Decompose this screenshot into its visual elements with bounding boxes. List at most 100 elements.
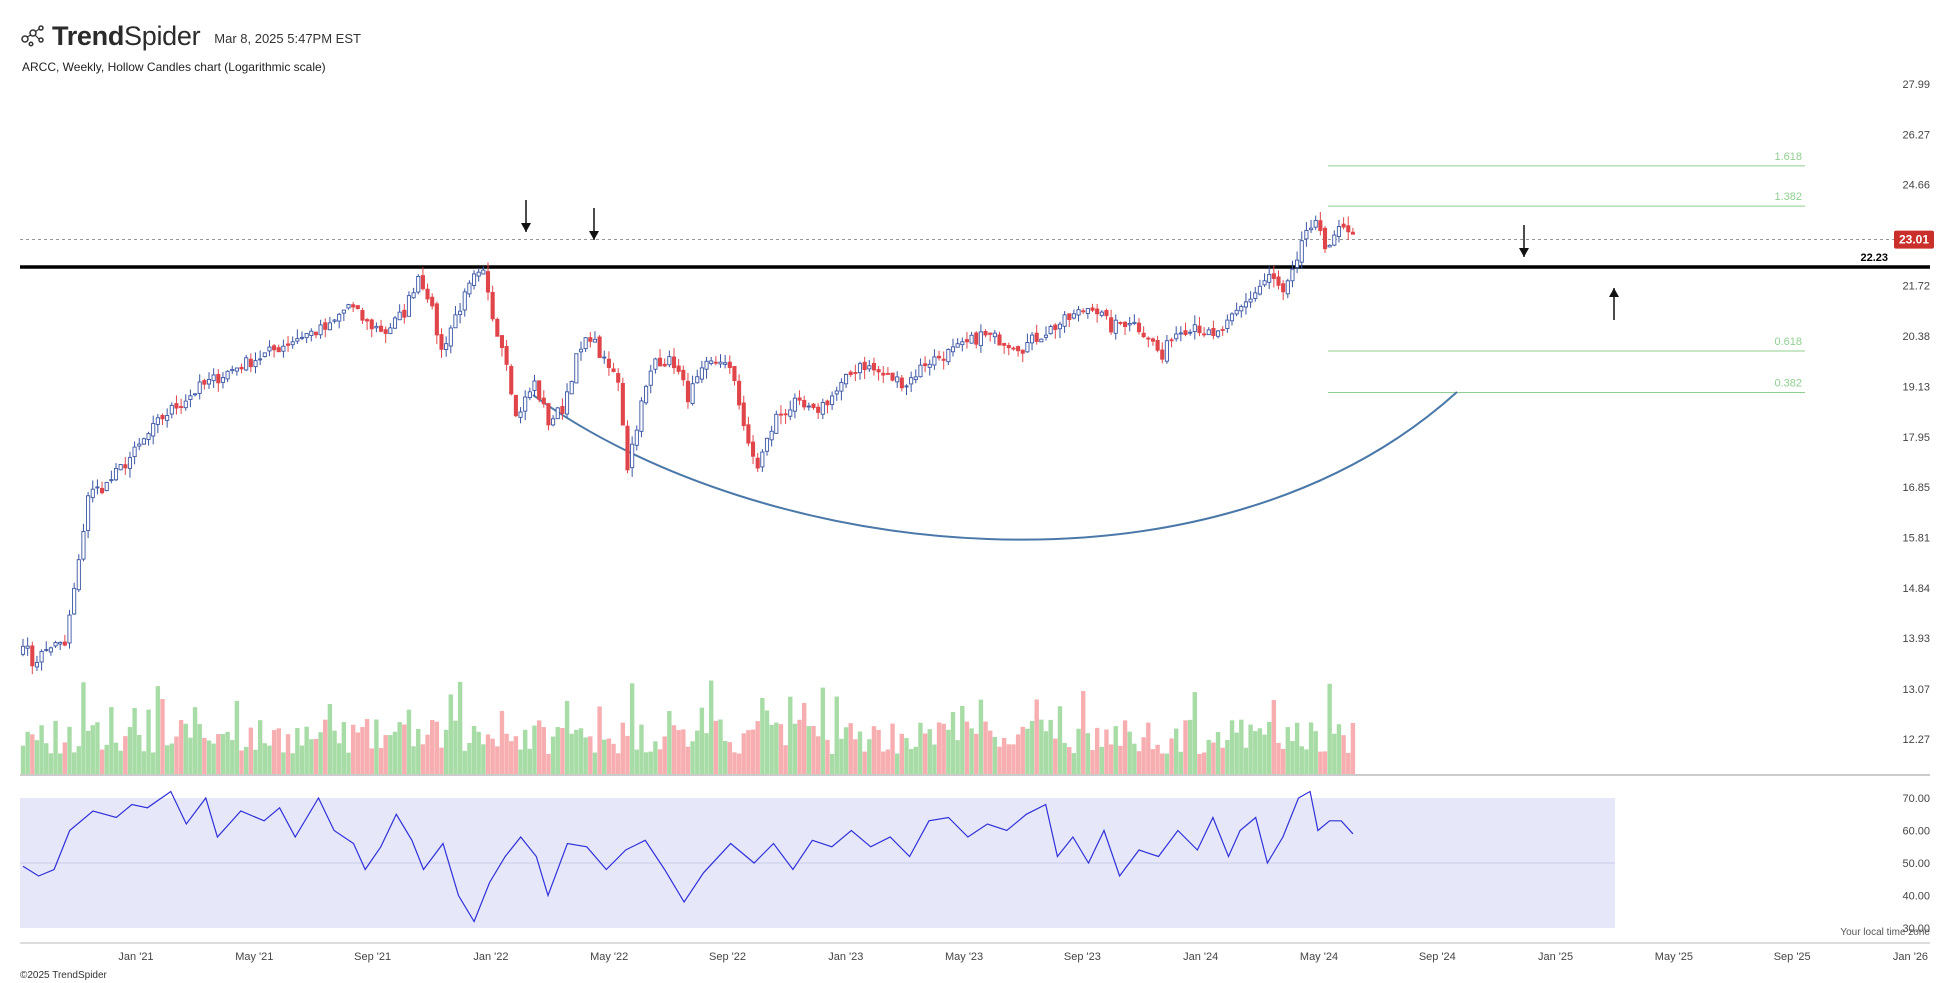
volume-bar: [904, 738, 909, 774]
spider-logo-icon: [21, 25, 44, 47]
volume-bar: [523, 729, 528, 774]
volume-bar: [983, 721, 988, 774]
volume-bar: [1039, 719, 1044, 774]
volume-bar: [309, 739, 314, 774]
volume-bar: [290, 753, 295, 774]
candle-body: [1243, 301, 1248, 308]
volume-bar: [1118, 745, 1123, 774]
volume-bar: [825, 739, 830, 774]
candle-body: [1048, 326, 1053, 335]
volume-bar: [964, 721, 970, 774]
volume-bar: [202, 737, 207, 774]
fib-level-label: 0.618: [1774, 336, 1802, 348]
candle-body: [718, 361, 723, 365]
candle-body: [1109, 317, 1114, 333]
candle-body: [644, 385, 649, 404]
volume-bar: [857, 731, 863, 774]
candle-body: [992, 332, 997, 338]
axes: 27.9926.2724.6623.1421.7220.3819.1317.95…: [118, 79, 1930, 963]
volume-bar: [513, 736, 519, 774]
time-tick-label: Sep '24: [1419, 951, 1456, 963]
volume-bar: [1215, 731, 1221, 774]
price-tick-label: 13.07: [1902, 684, 1930, 696]
candle-body: [1322, 227, 1328, 250]
volume-bar: [397, 722, 402, 774]
volume-bar: [1085, 733, 1091, 774]
candle-body: [1174, 333, 1179, 340]
candle-body: [146, 433, 151, 440]
candle-body: [365, 319, 370, 322]
candle-body: [458, 310, 463, 316]
candle-body: [1197, 325, 1202, 334]
candle-body: [848, 371, 853, 376]
volume-bar: [1150, 749, 1156, 774]
candle-body: [699, 367, 704, 380]
candle-body: [671, 356, 677, 369]
candle-body: [834, 390, 839, 395]
volume-bar: [750, 729, 756, 774]
candle-body: [202, 380, 207, 385]
volume-bar: [876, 729, 881, 774]
volume-bar: [741, 733, 746, 774]
volume-bar: [211, 743, 216, 774]
volume-bar: [811, 725, 816, 774]
candle-body: [1020, 349, 1025, 354]
volume-bar: [653, 741, 658, 774]
candle-body: [1211, 327, 1216, 337]
trendspider-logo[interactable]: TrendSpider: [20, 21, 201, 52]
candle-body: [667, 356, 672, 366]
volume-bar: [44, 743, 49, 774]
volume-bar: [420, 744, 426, 774]
candle-body: [1290, 268, 1295, 282]
volume-bar: [216, 734, 221, 774]
volume-bar: [1011, 744, 1016, 774]
volume-bar: [137, 734, 142, 774]
volume-bar: [769, 724, 774, 774]
volume-bar: [471, 725, 477, 774]
candle-body: [318, 324, 323, 336]
volume-bar: [146, 709, 151, 774]
candle-body: [248, 358, 253, 368]
price-tick-label: 15.81: [1902, 533, 1930, 545]
volume-bar: [1341, 735, 1346, 774]
candle-body: [1234, 309, 1239, 315]
volume-bar: [643, 752, 649, 774]
volume-bar: [722, 740, 728, 774]
volume-bar: [829, 753, 835, 774]
candle-body: [625, 425, 630, 471]
volume-bar: [71, 752, 77, 774]
volume-bar: [881, 751, 886, 774]
candle-body: [346, 304, 351, 309]
candle-body: [523, 396, 528, 412]
volume-bar: [578, 728, 584, 774]
volume-bar: [355, 732, 360, 774]
volume-bar: [1141, 737, 1146, 774]
candle-body: [764, 437, 770, 452]
volume-bar: [499, 710, 505, 774]
time-tick-label: Jan '24: [1183, 951, 1218, 963]
candle-body: [392, 317, 398, 329]
candle-body: [983, 330, 988, 336]
volume-bar: [699, 707, 705, 774]
candle-body: [1220, 329, 1225, 331]
rsi-tick-label: 70.00: [1902, 793, 1930, 805]
candle-body: [923, 363, 928, 367]
volume-bar: [276, 728, 281, 774]
volume-bar: [1104, 729, 1109, 774]
candle-body: [155, 417, 160, 425]
volume-bar: [248, 727, 254, 774]
candle-body: [86, 495, 91, 532]
candle-body: [99, 487, 105, 494]
volume-bar: [267, 745, 272, 774]
volume-bar: [820, 687, 825, 774]
volume-bar: [1108, 744, 1114, 774]
volume-bar: [490, 738, 495, 774]
candle-body: [1341, 223, 1346, 228]
candle-body: [1141, 332, 1146, 338]
volume-bar: [592, 752, 598, 774]
volume-bar: [188, 737, 193, 774]
candle-body: [1215, 330, 1221, 337]
volume-bar: [1299, 746, 1304, 774]
volume-bar: [509, 741, 514, 774]
